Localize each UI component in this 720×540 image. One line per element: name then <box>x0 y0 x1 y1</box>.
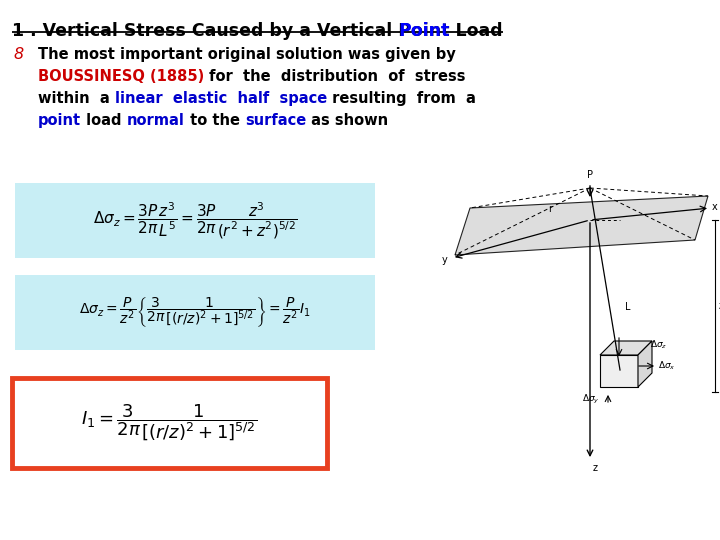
Text: resulting  from  a: resulting from a <box>327 91 476 106</box>
Text: within  a: within a <box>38 91 115 106</box>
Text: BOUSSINESQ (1885): BOUSSINESQ (1885) <box>38 69 204 84</box>
Text: $\Delta\sigma_y$: $\Delta\sigma_y$ <box>582 393 600 406</box>
Text: Point: Point <box>398 22 449 40</box>
Text: surface: surface <box>245 113 306 128</box>
Text: P: P <box>587 170 593 180</box>
Text: $\Delta\sigma_z = \dfrac{P}{z^2}\left\{\dfrac{3}{2\pi}\dfrac{1}{[(r/z)^2+1]^{5/2: $\Delta\sigma_z = \dfrac{P}{z^2}\left\{\… <box>79 296 311 329</box>
Text: $\Delta\sigma_z$: $\Delta\sigma_z$ <box>649 339 667 351</box>
Bar <box>15 275 375 350</box>
Text: for  the  distribution  of  stress: for the distribution of stress <box>204 69 466 84</box>
Text: normal: normal <box>127 113 184 128</box>
Polygon shape <box>638 341 652 387</box>
Text: 1 . Vertical Stress Caused by a Vertical Point Load: 1 . Vertical Stress Caused by a Vertical… <box>12 22 503 40</box>
Text: x: x <box>712 202 718 212</box>
Text: $I_1 = \dfrac{3}{2\pi} \dfrac{1}{[(r/z)^2+1]^{5/2}}$: $I_1 = \dfrac{3}{2\pi} \dfrac{1}{[(r/z)^… <box>81 403 258 443</box>
Text: as shown: as shown <box>306 113 388 128</box>
Bar <box>600 355 638 387</box>
Bar <box>15 183 375 258</box>
Text: The most important original solution was given by: The most important original solution was… <box>38 47 456 62</box>
Bar <box>12 378 327 468</box>
Text: z: z <box>593 463 598 473</box>
Text: $\Delta\sigma_x$: $\Delta\sigma_x$ <box>658 360 675 372</box>
Text: y: y <box>441 255 447 265</box>
Text: point: point <box>38 113 81 128</box>
Text: r: r <box>548 204 552 214</box>
Polygon shape <box>455 196 708 255</box>
Text: z: z <box>719 301 720 311</box>
Text: load: load <box>81 113 127 128</box>
Text: $\Delta\sigma_z = \dfrac{3P}{2\pi}\dfrac{z^3}{L^5} = \dfrac{3P}{2\pi}\dfrac{z^3}: $\Delta\sigma_z = \dfrac{3P}{2\pi}\dfrac… <box>93 200 297 241</box>
Text: 1 . Vertical Stress Caused by a Vertical Point Load: 1 . Vertical Stress Caused by a Vertical… <box>12 22 503 40</box>
Text: 1 . Vertical Stress Caused by a Vertical: 1 . Vertical Stress Caused by a Vertical <box>12 22 398 40</box>
Text: L: L <box>625 302 631 312</box>
Polygon shape <box>600 341 652 355</box>
Text: linear  elastic  half  space: linear elastic half space <box>115 91 327 106</box>
Text: to the: to the <box>184 113 245 128</box>
Text: 8: 8 <box>13 47 23 62</box>
